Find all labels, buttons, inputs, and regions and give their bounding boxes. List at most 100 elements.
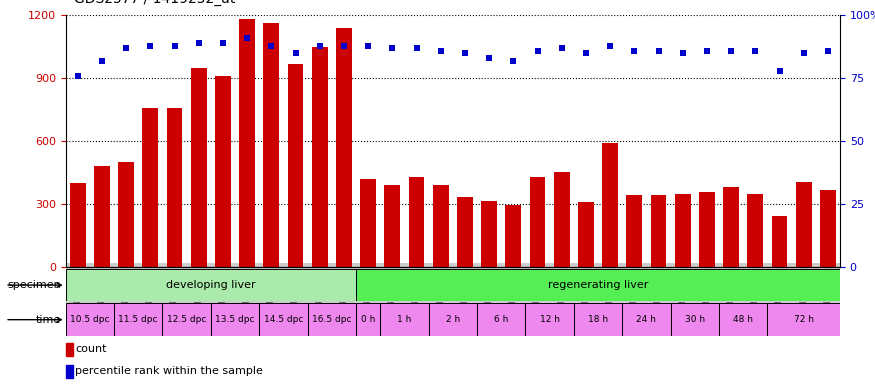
Bar	[66, 343, 73, 356]
Point	[312, 43, 326, 49]
Point	[507, 58, 521, 64]
Bar	[259, 303, 308, 336]
Point	[797, 50, 811, 56]
Point	[94, 58, 108, 64]
Bar	[118, 162, 134, 267]
Bar	[747, 194, 763, 267]
Bar	[772, 215, 788, 267]
Bar	[477, 303, 525, 336]
Bar	[429, 303, 477, 336]
Bar	[724, 187, 739, 267]
Bar	[191, 68, 206, 267]
Text: 10.5 dpc: 10.5 dpc	[70, 315, 109, 324]
Bar	[288, 64, 304, 267]
Point	[289, 50, 303, 56]
Bar	[166, 108, 182, 267]
Point	[264, 43, 278, 49]
Text: time: time	[36, 314, 61, 325]
Bar	[506, 205, 522, 267]
Point	[700, 48, 714, 54]
Bar	[820, 190, 836, 267]
Bar	[66, 365, 73, 378]
Point	[434, 48, 448, 54]
Text: 48 h: 48 h	[733, 315, 753, 324]
Text: regenerating liver: regenerating liver	[548, 280, 648, 290]
Text: GDS2577 / 1419252_at: GDS2577 / 1419252_at	[74, 0, 235, 6]
Bar	[626, 195, 642, 267]
Bar	[66, 303, 114, 336]
Bar	[114, 303, 163, 336]
Point	[167, 43, 181, 49]
Bar	[554, 172, 570, 267]
Text: developing liver: developing liver	[166, 280, 256, 290]
Bar	[622, 303, 670, 336]
Point	[627, 48, 641, 54]
Point	[724, 48, 738, 54]
Bar	[409, 177, 424, 267]
Bar	[381, 303, 429, 336]
Text: 30 h: 30 h	[685, 315, 705, 324]
Text: 18 h: 18 h	[588, 315, 608, 324]
Point	[71, 73, 85, 79]
Bar	[143, 108, 158, 267]
Point	[555, 45, 569, 51]
Point	[748, 48, 762, 54]
Bar	[66, 269, 356, 301]
Text: 6 h: 6 h	[494, 315, 508, 324]
Point	[410, 45, 423, 51]
Bar	[70, 183, 86, 267]
Text: count: count	[75, 344, 107, 354]
Bar	[94, 166, 109, 267]
Bar	[433, 185, 449, 267]
Text: 24 h: 24 h	[636, 315, 656, 324]
Text: 14.5 dpc: 14.5 dpc	[263, 315, 303, 324]
Bar	[651, 195, 667, 267]
Bar	[336, 28, 352, 267]
Bar	[360, 179, 376, 267]
Bar	[308, 303, 356, 336]
Point	[579, 50, 593, 56]
Bar	[356, 303, 381, 336]
Point	[482, 55, 496, 61]
Bar	[312, 47, 327, 267]
Point	[240, 35, 254, 41]
Text: 16.5 dpc: 16.5 dpc	[312, 315, 352, 324]
Point	[458, 50, 472, 56]
Bar	[481, 201, 497, 267]
Bar	[215, 76, 231, 267]
Point	[821, 48, 835, 54]
Text: 0 h: 0 h	[360, 315, 375, 324]
Bar	[211, 303, 259, 336]
Point	[216, 40, 230, 46]
Point	[144, 43, 158, 49]
Point	[603, 43, 617, 49]
Point	[385, 45, 399, 51]
Point	[119, 45, 133, 51]
Text: 1 h: 1 h	[397, 315, 411, 324]
Bar	[719, 303, 767, 336]
Bar	[356, 269, 840, 301]
Text: 12.5 dpc: 12.5 dpc	[167, 315, 206, 324]
Bar	[767, 303, 840, 336]
Point	[361, 43, 375, 49]
Bar	[384, 185, 400, 267]
Bar	[574, 303, 622, 336]
Point	[676, 50, 690, 56]
Bar	[239, 18, 255, 267]
Bar	[699, 192, 715, 267]
Text: 72 h: 72 h	[794, 315, 814, 324]
Text: 11.5 dpc: 11.5 dpc	[118, 315, 158, 324]
Bar	[525, 303, 574, 336]
Bar	[263, 23, 279, 267]
Bar	[457, 197, 472, 267]
Text: specimen: specimen	[8, 280, 61, 290]
Point	[652, 48, 666, 54]
Text: 13.5 dpc: 13.5 dpc	[215, 315, 255, 324]
Bar	[602, 143, 618, 267]
Bar	[529, 177, 545, 267]
Bar	[675, 194, 690, 267]
Bar	[670, 303, 719, 336]
Point	[192, 40, 206, 46]
Text: percentile rank within the sample: percentile rank within the sample	[75, 366, 263, 376]
Text: 12 h: 12 h	[540, 315, 560, 324]
